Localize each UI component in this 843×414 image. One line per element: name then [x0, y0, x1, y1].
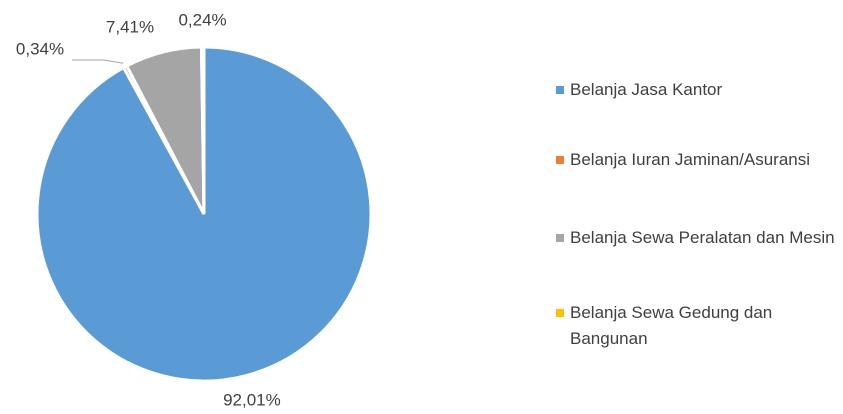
legend-label: Belanja Iuran Jaminan/Asuransi	[570, 150, 811, 169]
legend-item: Belanja Iuran Jaminan/Asuransi	[556, 147, 841, 173]
legend-item: Belanja Sewa Peralatan dan Mesin	[556, 225, 841, 251]
data-label: 0,24%	[178, 10, 226, 29]
legend-label: Belanja Sewa Peralatan dan Mesin	[570, 228, 835, 247]
legend-item: Belanja Jasa Kantor	[556, 77, 841, 103]
legend-label: Belanja Sewa Gedung dan Bangunan	[570, 303, 773, 348]
legend-swatch	[556, 234, 564, 242]
legend-swatch	[556, 156, 564, 164]
legend-item: Belanja Sewa Gedung dan Bangunan	[556, 300, 841, 352]
legend-label: Belanja Jasa Kantor	[570, 80, 723, 99]
data-label: 92,01%	[223, 390, 281, 409]
data-label: 0,34%	[16, 39, 64, 58]
legend-swatch	[556, 86, 564, 94]
data-label: 7,41%	[106, 17, 154, 36]
legend-swatch	[556, 309, 564, 317]
pie-slice	[199, 45, 206, 215]
leader-line	[72, 59, 124, 64]
